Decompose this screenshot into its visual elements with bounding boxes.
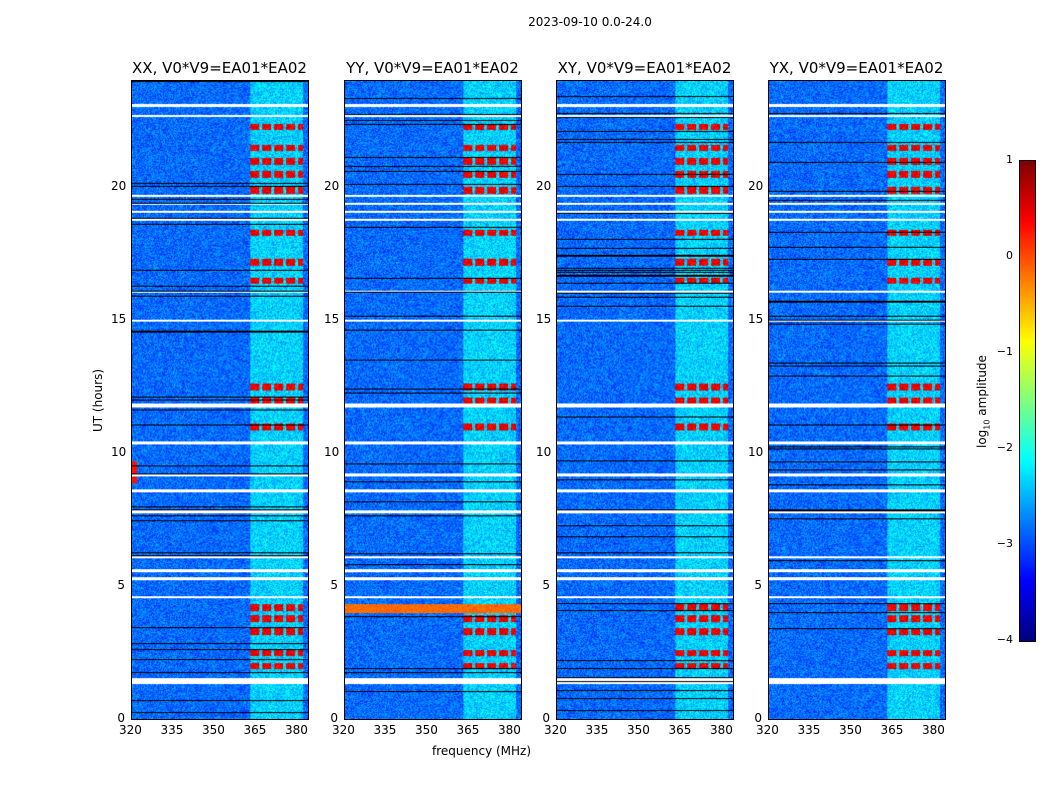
x-tick-label: 320 <box>544 723 567 737</box>
y-tick-label: 10 <box>324 444 340 459</box>
colorbar-tick-label: −4 <box>996 633 1013 646</box>
colorbar-tick-label: −2 <box>996 441 1013 454</box>
x-tick-label: 365 <box>880 723 904 737</box>
y-axis-label: UT (hours) <box>91 368 105 432</box>
x-tick-label: 350 <box>626 723 650 737</box>
x-tick-label: 380 <box>284 723 308 737</box>
figure-title: 2023-09-10 0.0-24.0 <box>528 15 652 29</box>
colorbar-tick-label: 0 <box>1006 249 1013 262</box>
y-tick-label: 20 <box>748 178 764 193</box>
x-tick-label: 320 <box>332 723 355 737</box>
y-tick-label: 5 <box>330 577 338 592</box>
y-tick-label: 5 <box>117 577 125 592</box>
colorbar-tick-label: −1 <box>996 345 1013 358</box>
x-tick-label: 350 <box>414 723 438 737</box>
x-tick-label: 320 <box>119 723 142 737</box>
x-tick-label: 335 <box>585 723 609 737</box>
y-tick-label: 5 <box>542 577 550 592</box>
y-tick-label: 15 <box>324 311 340 326</box>
y-tick-label: 20 <box>111 178 127 193</box>
y-tick-label: 10 <box>536 444 552 459</box>
y-tick-label: 20 <box>536 178 552 193</box>
x-tick-label: 380 <box>497 723 521 737</box>
panel-title: XY, V0*V9=EA01*EA02 <box>557 59 732 77</box>
y-tick-label: 0 <box>542 711 550 725</box>
y-tick-label: 0 <box>754 711 762 725</box>
x-tick-label: 320 <box>756 723 779 737</box>
colorbar-tick-label: 1 <box>1006 153 1013 166</box>
x-tick-label: 380 <box>709 723 733 737</box>
x-tick-label: 380 <box>921 723 945 737</box>
x-tick-label: 335 <box>160 723 184 737</box>
y-tick-label: 10 <box>111 444 127 459</box>
x-tick-label: 365 <box>456 723 480 737</box>
panel-title: YX, V0*V9=EA01*EA02 <box>769 59 944 77</box>
x-axis-label: frequency (MHz) <box>432 744 532 758</box>
y-tick-label: 0 <box>117 711 125 725</box>
spectrogram-panel <box>344 80 522 720</box>
colorbar <box>1019 160 1036 642</box>
y-tick-label: 15 <box>748 311 764 326</box>
spectrogram-panel <box>131 80 309 720</box>
y-tick-label: 15 <box>111 311 127 326</box>
spectrogram-panel <box>768 80 946 720</box>
x-tick-label: 365 <box>668 723 692 737</box>
colorbar-tick-label: −3 <box>996 537 1013 550</box>
x-tick-label: 335 <box>797 723 821 737</box>
y-tick-label: 15 <box>536 311 552 326</box>
x-tick-label: 350 <box>201 723 225 737</box>
panel-title: YY, V0*V9=EA01*EA02 <box>346 59 519 77</box>
spectrogram-panel <box>556 80 734 720</box>
y-tick-label: 10 <box>748 444 764 459</box>
x-tick-label: 335 <box>373 723 397 737</box>
x-tick-label: 365 <box>243 723 267 737</box>
y-tick-label: 0 <box>330 711 338 725</box>
y-tick-label: 5 <box>754 577 762 592</box>
y-tick-label: 20 <box>324 178 340 193</box>
colorbar-label: log10 amplitude <box>975 355 992 448</box>
panel-title: XX, V0*V9=EA01*EA02 <box>132 59 307 77</box>
x-tick-label: 350 <box>838 723 862 737</box>
